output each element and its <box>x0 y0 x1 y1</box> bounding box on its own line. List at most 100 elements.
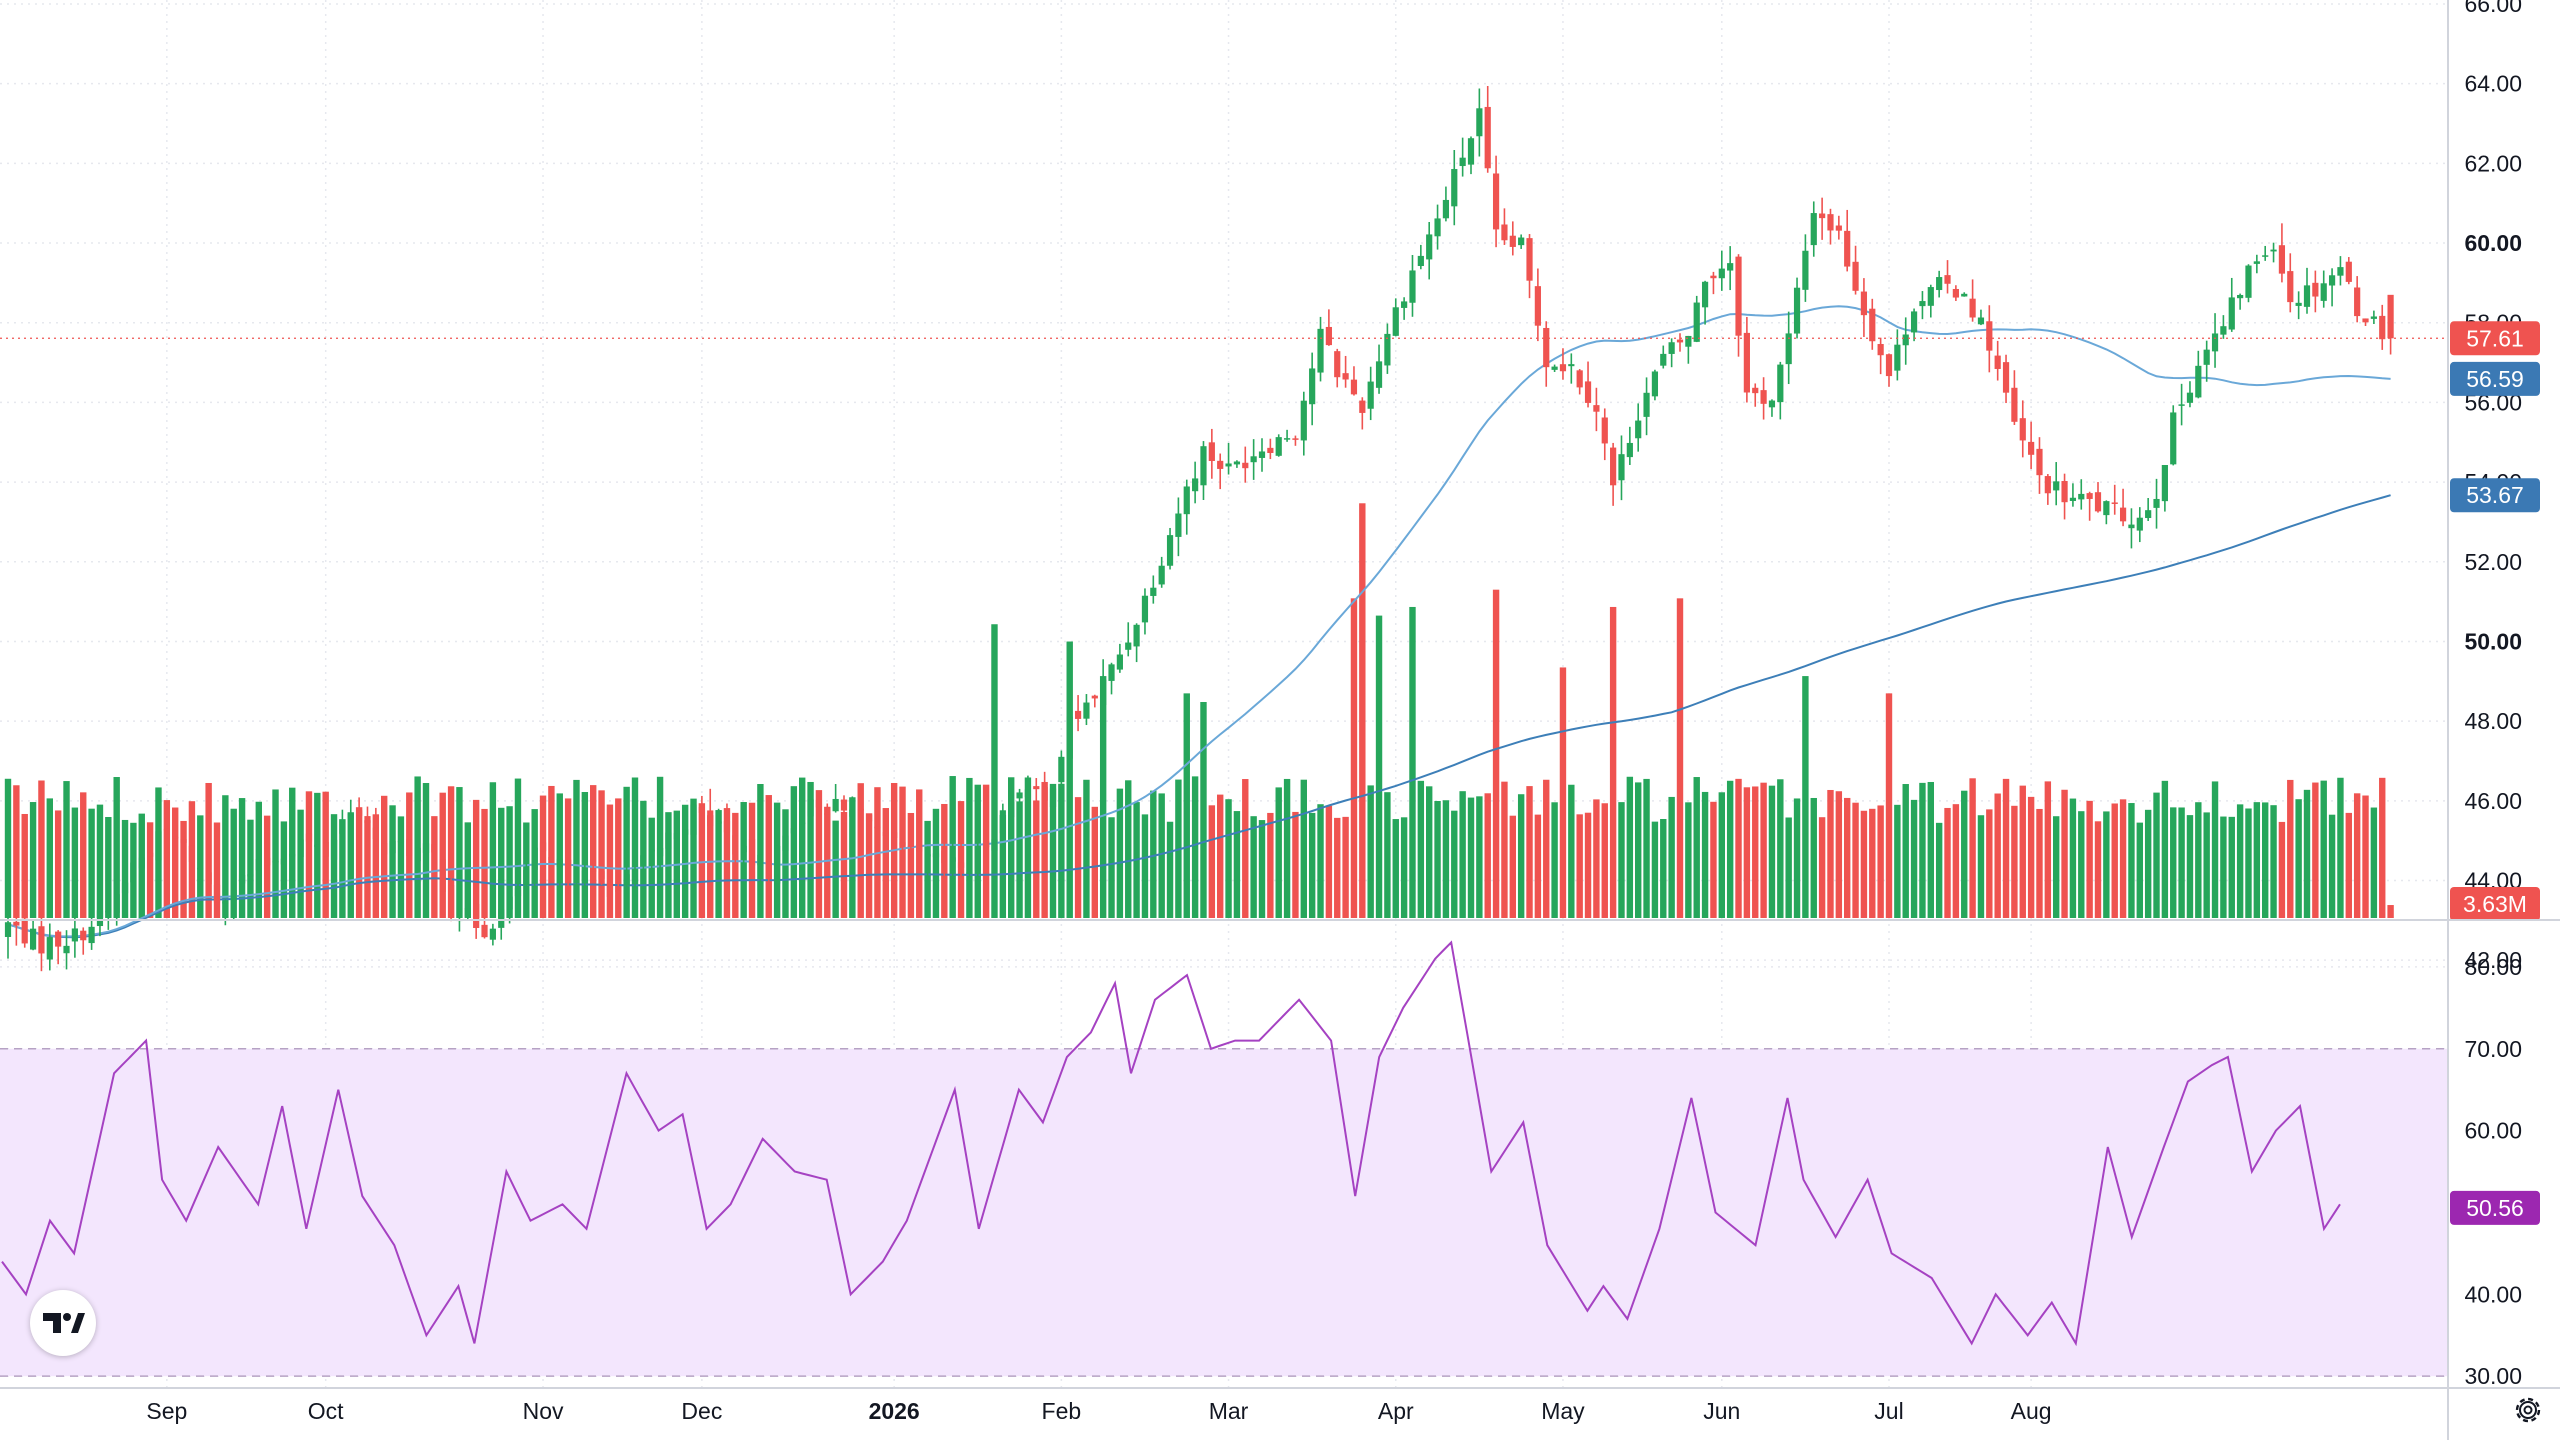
candle-body <box>1459 157 1466 167</box>
gear-icon[interactable] <box>2510 1392 2546 1428</box>
candle-body <box>213 884 221 903</box>
volume-bar <box>1743 787 1751 918</box>
candle-body <box>1392 307 1399 336</box>
price-tick-label: 52.00 <box>2464 549 2522 575</box>
volume-bar <box>790 786 798 918</box>
volume-bar <box>1125 780 1132 918</box>
volume-bar <box>1526 786 1533 918</box>
volume-bar <box>1593 799 1600 918</box>
volume-bar <box>1426 786 1433 918</box>
volume-bar <box>1994 793 2001 918</box>
time-axis[interactable]: Sep Oct Nov Dec 2026 Feb Mar Apr May Jun Jul Aug <box>146 1398 2051 1424</box>
candle-body <box>2237 294 2244 299</box>
candle-body <box>1568 364 1575 367</box>
candle-body <box>865 814 873 822</box>
volume-tag: 3.63M <box>2463 891 2527 917</box>
volume-bar <box>1651 821 1659 918</box>
volume-bar <box>1108 817 1115 918</box>
candle-body <box>1936 277 1943 291</box>
volume-bar <box>2186 815 2194 918</box>
candle-body <box>615 890 622 892</box>
volume-bar <box>364 820 371 918</box>
volume-bar <box>2195 802 2202 918</box>
candle-body <box>2119 507 2127 522</box>
candle-body <box>2036 448 2043 476</box>
volume-bar <box>598 790 605 918</box>
volume-bar <box>1459 791 1466 918</box>
volume-bar <box>1049 783 1057 918</box>
candle-body <box>1033 786 1040 790</box>
candle-body <box>481 924 488 938</box>
candle-body <box>1501 224 1508 241</box>
candle-body <box>2370 316 2377 319</box>
volume-bar <box>1099 676 1107 918</box>
volume-bar <box>1334 817 1341 918</box>
volume-bar <box>1543 779 1550 918</box>
candle-body <box>1342 373 1349 380</box>
time-tick-label: Aug <box>2011 1398 2052 1424</box>
price-axis[interactable]: 42.0044.0046.0048.0050.0052.0054.0056.00… <box>2464 0 2522 1389</box>
candle-body <box>1584 381 1592 403</box>
volume-bar <box>2111 803 2118 918</box>
volume-bar <box>1643 778 1650 918</box>
candle-body <box>932 853 940 858</box>
volume-bar <box>757 784 764 918</box>
candle-body <box>1735 256 1742 336</box>
candle-body <box>447 885 455 918</box>
candle-body <box>1074 710 1082 719</box>
candle-body <box>740 845 747 853</box>
candle-body <box>1317 328 1324 373</box>
volume-bar <box>2211 781 2219 918</box>
candle-body <box>1208 442 1215 461</box>
candle-body <box>2278 245 2286 274</box>
volume-bar <box>4 778 12 918</box>
candle-body <box>916 844 923 852</box>
volume-bar <box>2287 779 2294 918</box>
candle-body <box>799 822 806 825</box>
candle-body <box>1685 335 1692 347</box>
volume-bar <box>481 808 488 918</box>
candle-body <box>782 835 789 851</box>
candle-body <box>180 839 187 843</box>
volume-bar <box>1409 606 1416 918</box>
candle-body <box>1718 268 1725 279</box>
volume-bar <box>623 786 630 918</box>
volume-bar <box>2345 812 2352 918</box>
ma-slow-tag: 53.67 <box>2466 482 2524 508</box>
volume-bar <box>1568 784 1575 918</box>
candle-body <box>1651 371 1659 397</box>
candle-body <box>1325 326 1332 346</box>
volume-bar <box>1676 598 1684 918</box>
candle-body <box>1334 351 1341 378</box>
candle-body <box>1819 213 1826 219</box>
volume-bar <box>715 810 722 918</box>
volume-bar <box>1258 820 1266 918</box>
candle-body <box>732 835 739 855</box>
time-tick-label: Apr <box>1378 1398 1414 1424</box>
candle-body <box>1902 334 1909 346</box>
volume-bar <box>1760 782 1767 918</box>
volume-bar <box>1601 803 1608 918</box>
candle-body <box>1543 327 1550 368</box>
candle-body <box>707 810 714 827</box>
candle-body <box>389 840 396 854</box>
candle-body <box>590 869 597 872</box>
candle-body <box>1091 695 1098 699</box>
moving-averages <box>7 305 2391 939</box>
candle-body <box>2094 492 2102 512</box>
volume-bar <box>2153 792 2160 918</box>
candle-body <box>2044 476 2051 494</box>
time-tick-label: Oct <box>308 1398 344 1424</box>
candle-body <box>2103 501 2110 516</box>
volume-bar <box>1551 802 1558 918</box>
volume-bar <box>2094 821 2102 918</box>
candle-body <box>1083 702 1090 719</box>
candle-body <box>999 810 1006 834</box>
volume-bar <box>631 777 639 918</box>
volume-bar <box>832 820 839 918</box>
candle-body <box>1158 565 1165 585</box>
tradingview-logo[interactable] <box>30 1290 96 1356</box>
candle-body <box>1910 311 1918 333</box>
candle-body <box>957 862 965 868</box>
volume-bar <box>1869 808 1876 918</box>
